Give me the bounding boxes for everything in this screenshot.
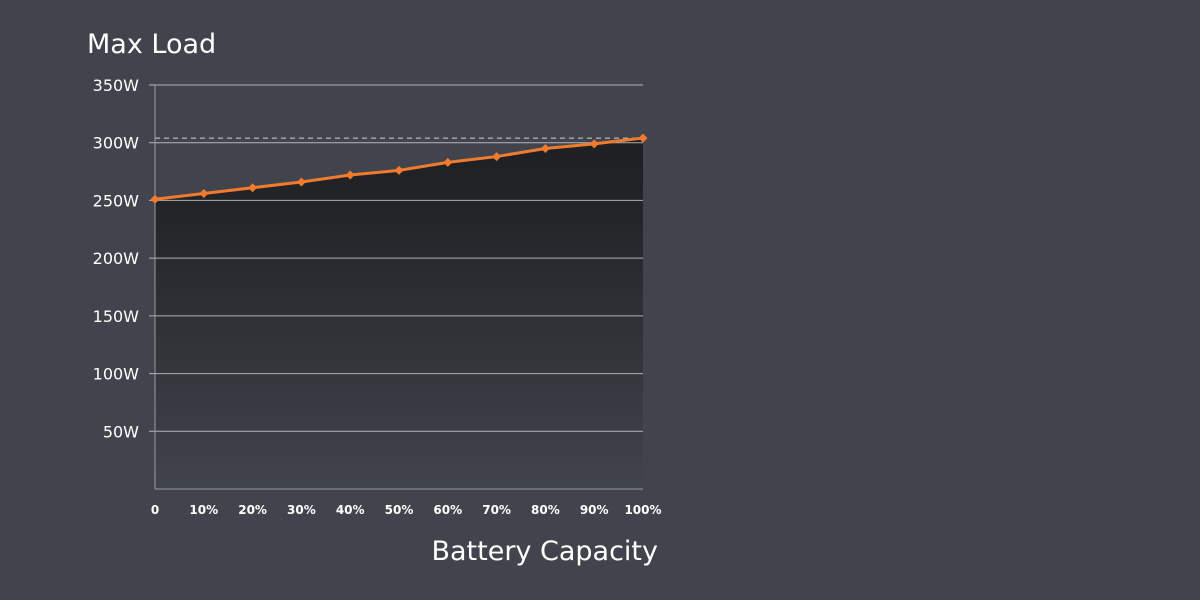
x-tick-label: 40% [336, 503, 365, 517]
data-point-diamond [150, 194, 160, 204]
x-tick-label: 100% [624, 503, 661, 517]
y-axis-title: Max Load [87, 29, 216, 60]
data-point-diamond [394, 165, 404, 175]
x-tick-label: 50% [385, 503, 414, 517]
gridlines [149, 84, 643, 432]
x-tick-label: 10% [189, 503, 218, 517]
x-tick-label: 30% [287, 503, 316, 517]
data-point-diamond [199, 189, 209, 199]
data-point-diamond [638, 133, 648, 143]
x-tick-label: 0 [151, 503, 159, 517]
x-tick-label: 60% [433, 503, 462, 517]
data-point-diamond [589, 139, 599, 149]
data-points [150, 133, 648, 204]
x-tick-label: 20% [238, 503, 267, 517]
y-tick-label: 250W [93, 191, 140, 210]
data-point-diamond [248, 183, 258, 193]
x-axis-title: Battery Capacity [431, 536, 658, 567]
y-tick-labels: 50W 100W 150W 200W 250W 300W 350W [93, 76, 140, 441]
area-fill [155, 138, 643, 489]
y-tick-label: 200W [93, 249, 140, 268]
y-tick-label: 150W [93, 307, 140, 326]
y-tick-label: 50W [103, 422, 139, 441]
data-point-diamond [296, 177, 306, 187]
x-tick-label: 70% [482, 503, 511, 517]
data-point-diamond [443, 157, 453, 167]
x-tick-label: 80% [531, 503, 560, 517]
data-point-diamond [540, 143, 550, 153]
y-tick-label: 300W [93, 134, 140, 153]
axes [154, 85, 643, 490]
y-tick-label: 100W [93, 365, 140, 384]
data-point-diamond [492, 152, 502, 162]
y-tick-label: 350W [93, 76, 140, 95]
x-tick-labels: 0 10% 20% 30% 40% 50% 60% 70% 80% 90% 100% [151, 503, 662, 517]
area-fill-layer [155, 138, 643, 489]
data-point-diamond [345, 170, 355, 180]
x-tick-label: 90% [580, 503, 609, 517]
